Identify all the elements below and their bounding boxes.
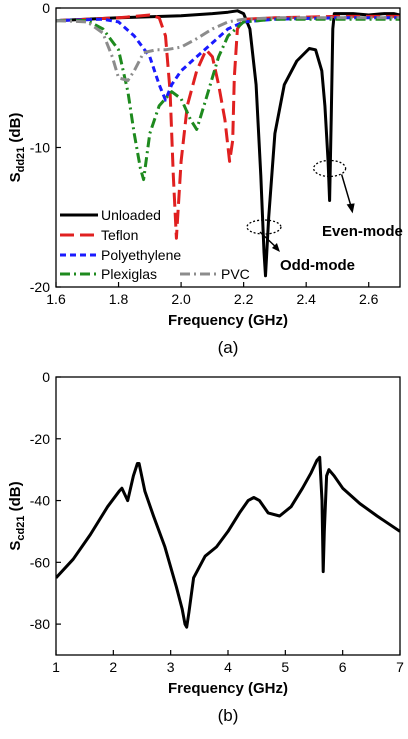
- series-line-unloaded: [56, 9, 400, 278]
- x-tick-label: 2.0: [171, 291, 191, 307]
- x-tick-label: 4: [224, 659, 232, 675]
- y-tick-label: -80: [30, 616, 50, 632]
- y-tick-label: -40: [30, 493, 50, 509]
- y-axis-label-main: S: [7, 172, 24, 182]
- x-axis-label: Frequency (GHz): [168, 312, 288, 329]
- even-mode-arrow: [340, 174, 353, 209]
- y-tick-label: -60: [30, 554, 50, 570]
- y-axis-label-main: S: [7, 541, 24, 551]
- y-axis-label: Sdd21 (dB): [7, 113, 27, 183]
- odd-mode-marker: [246, 219, 282, 235]
- y-tick-label: -20: [30, 431, 50, 447]
- y-axis-label-sub: dd21: [15, 147, 27, 173]
- series-line-plexiglas: [56, 17, 400, 182]
- panel-b: 1 2 3 4 5 6 7 0 -20 -40 -60 -80 Frequency (GHz) Scd21…: [7, 369, 404, 725]
- odd-mode-label: Odd-mode: [280, 257, 355, 274]
- y-tick-label: -10: [30, 140, 50, 156]
- y-axis-label-sub: cd21: [15, 516, 27, 541]
- y-axis-label: Scd21 (dB): [7, 481, 27, 550]
- even-mode-label: Even-mode: [322, 223, 403, 240]
- even-mode-arrowhead: [346, 203, 355, 214]
- legend-label: PVC: [221, 266, 250, 282]
- legend-label: Unloaded: [101, 207, 161, 223]
- legend-label: Polyethylene: [101, 247, 181, 263]
- x-tick-label: 7: [396, 659, 404, 675]
- x-tick-label: 2.6: [359, 291, 379, 307]
- x-axis-label: Frequency (GHz): [168, 680, 288, 697]
- x-tick-label: 3: [167, 659, 175, 675]
- legend-label: Teflon: [101, 227, 138, 243]
- x-tick-label: 2.4: [296, 291, 316, 307]
- x-tick-label: 1: [52, 659, 60, 675]
- series-line-pvc: [56, 16, 400, 82]
- even-mode-marker: [312, 159, 347, 178]
- y-tick-label: 0: [42, 0, 50, 16]
- x-tick-label: 5: [281, 659, 289, 675]
- y-tick-label: 0: [42, 369, 50, 385]
- x-tick-label: 6: [339, 659, 347, 675]
- panel-a: 1.6 1.8 2.0 2.2 2.4 2.6 0 -10 -20 Frequency (GHz)…: [7, 0, 403, 357]
- odd-mode-arrowhead: [271, 243, 280, 253]
- x-tick-label: 1.8: [109, 291, 129, 307]
- panel-label: (b): [218, 706, 239, 725]
- x-tick-label: 1.6: [46, 291, 66, 307]
- y-axis-label-unit: (dB): [7, 481, 24, 515]
- plot-frame: [55, 376, 401, 656]
- x-tick-label: 2.2: [234, 291, 254, 307]
- panel-label: (a): [218, 338, 239, 357]
- legend-label: Plexiglas: [101, 266, 157, 282]
- series-line-teflon: [56, 13, 400, 240]
- y-axis-label-unit: (dB): [7, 113, 24, 147]
- x-tick-label: 2: [109, 659, 117, 675]
- series-line-scd21: [56, 455, 400, 629]
- series-line-polyethylene: [56, 16, 400, 102]
- y-tick-label: -20: [30, 279, 50, 295]
- plot-frame: [55, 7, 401, 288]
